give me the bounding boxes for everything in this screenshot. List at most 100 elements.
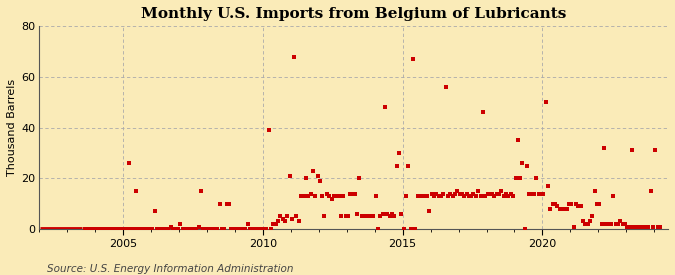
Point bbox=[107, 227, 118, 231]
Point bbox=[503, 194, 514, 198]
Point bbox=[396, 212, 407, 216]
Point bbox=[587, 214, 598, 219]
Point bbox=[303, 194, 314, 198]
Point bbox=[177, 227, 188, 231]
Point bbox=[191, 227, 202, 231]
Point bbox=[335, 214, 346, 219]
Point bbox=[408, 57, 418, 61]
Point bbox=[231, 227, 242, 231]
Point bbox=[305, 191, 316, 196]
Point bbox=[398, 227, 409, 231]
Point bbox=[170, 227, 181, 231]
Point bbox=[128, 227, 139, 231]
Point bbox=[538, 191, 549, 196]
Point bbox=[514, 176, 525, 181]
Point bbox=[161, 227, 171, 231]
Point bbox=[384, 214, 395, 219]
Point bbox=[371, 194, 381, 198]
Point bbox=[603, 222, 614, 226]
Point bbox=[485, 191, 495, 196]
Point bbox=[475, 194, 486, 198]
Point bbox=[289, 54, 300, 59]
Point bbox=[296, 194, 306, 198]
Point bbox=[373, 227, 383, 231]
Point bbox=[159, 227, 169, 231]
Point bbox=[647, 224, 658, 229]
Point bbox=[354, 176, 364, 181]
Point bbox=[433, 194, 444, 198]
Point bbox=[375, 214, 385, 219]
Point bbox=[645, 189, 656, 193]
Point bbox=[182, 227, 192, 231]
Point bbox=[422, 194, 433, 198]
Point bbox=[387, 212, 398, 216]
Point bbox=[200, 227, 211, 231]
Point bbox=[620, 222, 630, 226]
Point bbox=[641, 224, 651, 229]
Point bbox=[605, 222, 616, 226]
Point bbox=[431, 191, 441, 196]
Point bbox=[440, 85, 451, 89]
Point bbox=[138, 227, 148, 231]
Point bbox=[622, 224, 632, 229]
Point bbox=[566, 202, 577, 206]
Point bbox=[392, 164, 402, 168]
Point bbox=[240, 227, 250, 231]
Point bbox=[82, 227, 92, 231]
Point bbox=[291, 214, 302, 219]
Point bbox=[219, 227, 230, 231]
Point bbox=[105, 227, 115, 231]
Point bbox=[624, 224, 635, 229]
Point bbox=[130, 189, 141, 193]
Point bbox=[361, 214, 372, 219]
Point bbox=[594, 202, 605, 206]
Point bbox=[564, 202, 574, 206]
Point bbox=[252, 227, 263, 231]
Point bbox=[84, 227, 95, 231]
Point bbox=[149, 209, 160, 214]
Point bbox=[215, 202, 225, 206]
Point bbox=[356, 214, 367, 219]
Point bbox=[536, 191, 547, 196]
Point bbox=[96, 227, 107, 231]
Point bbox=[410, 227, 421, 231]
Point bbox=[382, 212, 393, 216]
Point bbox=[100, 227, 111, 231]
Point bbox=[338, 194, 348, 198]
Point bbox=[140, 227, 151, 231]
Point bbox=[326, 196, 337, 201]
Point bbox=[347, 191, 358, 196]
Point bbox=[144, 227, 155, 231]
Point bbox=[559, 207, 570, 211]
Point bbox=[547, 202, 558, 206]
Point bbox=[522, 164, 533, 168]
Point bbox=[284, 174, 295, 178]
Point bbox=[147, 227, 158, 231]
Point bbox=[315, 179, 325, 183]
Point bbox=[193, 224, 204, 229]
Point bbox=[575, 204, 586, 208]
Point bbox=[282, 214, 293, 219]
Point bbox=[643, 224, 653, 229]
Point bbox=[543, 184, 554, 188]
Point bbox=[352, 212, 362, 216]
Point bbox=[238, 227, 248, 231]
Point bbox=[654, 224, 665, 229]
Point bbox=[167, 227, 178, 231]
Point bbox=[331, 194, 342, 198]
Point bbox=[261, 227, 272, 231]
Point bbox=[340, 214, 351, 219]
Point bbox=[202, 227, 213, 231]
Point bbox=[443, 194, 454, 198]
Point bbox=[450, 191, 460, 196]
Point bbox=[188, 227, 199, 231]
Point bbox=[226, 227, 237, 231]
Point bbox=[180, 227, 190, 231]
Point bbox=[265, 227, 276, 231]
Point bbox=[79, 227, 90, 231]
Point bbox=[98, 227, 109, 231]
Point bbox=[109, 227, 120, 231]
Point bbox=[482, 191, 493, 196]
Point bbox=[86, 227, 97, 231]
Point bbox=[244, 227, 255, 231]
